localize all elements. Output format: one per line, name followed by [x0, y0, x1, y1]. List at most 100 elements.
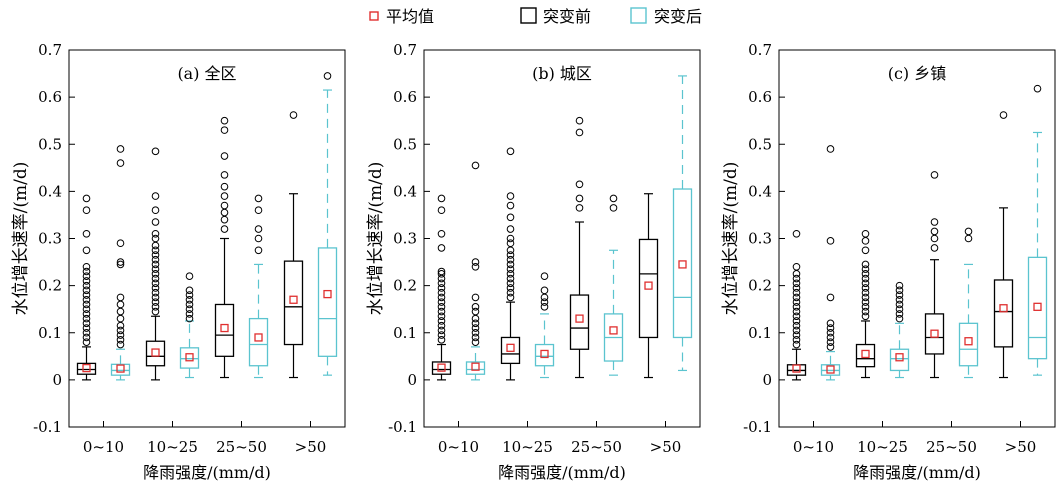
outlier-point — [609, 194, 618, 203]
outlier-point — [540, 286, 549, 295]
outlier-point — [506, 201, 515, 210]
outlier-point — [471, 333, 480, 342]
mean-marker — [116, 364, 125, 373]
mean-marker — [575, 314, 584, 323]
outlier-point — [82, 310, 91, 318]
y-tick-label: -0.1 — [33, 418, 62, 436]
outlier-point — [254, 234, 263, 243]
outlier-point — [437, 293, 446, 302]
outlier-point — [895, 305, 904, 313]
outlier-point — [792, 326, 801, 335]
iqr-box — [889, 348, 910, 372]
outlier-point — [185, 305, 194, 313]
legend-before-label: 突变前 — [543, 7, 591, 26]
outlier-point — [930, 234, 939, 243]
outlier-point — [471, 307, 480, 316]
iqr-box — [993, 279, 1014, 348]
outlier-point — [506, 255, 515, 264]
y-tick-label: 0.7 — [38, 41, 62, 59]
outlier-point — [861, 229, 870, 238]
outlier-point — [116, 336, 125, 344]
outlier-point — [254, 246, 263, 255]
outlier-point — [792, 340, 801, 349]
box-after — [820, 145, 841, 381]
outlier-point — [116, 260, 125, 269]
outlier-point — [471, 262, 480, 271]
x-tick-label: 0~10 — [83, 438, 124, 456]
x-tick-label: 25~50 — [216, 438, 267, 456]
outlier-point — [116, 321, 125, 330]
outlier-point — [185, 286, 194, 295]
y-tick-label: 0 — [52, 371, 62, 389]
iqr-box — [465, 361, 486, 375]
outlier-point — [82, 291, 91, 299]
mean-marker — [323, 289, 332, 299]
outlier-point — [289, 111, 298, 119]
outlier-point — [1033, 84, 1042, 93]
iqr-box — [214, 303, 235, 357]
box-after — [465, 161, 486, 381]
y-axis-label: 水位增长速率/(m/d) — [721, 162, 741, 316]
legend-mean-marker — [369, 11, 379, 21]
outlier-point — [220, 126, 229, 134]
outlier-point — [185, 314, 194, 323]
x-tick-label: 0~10 — [438, 438, 479, 456]
outlier-point — [151, 260, 160, 269]
y-tick-label: 0.1 — [748, 324, 772, 342]
box-before — [638, 193, 659, 379]
outlier-point — [999, 111, 1008, 119]
outlier-point — [82, 206, 91, 215]
outlier-point — [220, 201, 229, 210]
x-tick-label: >50 — [650, 438, 682, 456]
box-before — [214, 116, 235, 379]
legend-mean-label: 平均值 — [386, 7, 434, 26]
outlier-point — [826, 319, 835, 328]
outlier-point — [861, 288, 870, 297]
outlier-point — [506, 213, 515, 222]
outlier-point — [895, 291, 904, 299]
box-before — [569, 116, 590, 379]
box-after — [672, 75, 693, 372]
outlier-point — [151, 293, 160, 302]
outlier-point — [792, 331, 801, 339]
x-axis-label: 降雨强度/(mm/d) — [853, 463, 981, 482]
outlier-point — [506, 234, 515, 243]
y-tick-label: -0.1 — [743, 418, 772, 436]
outlier-point — [506, 260, 515, 269]
outlier-point — [220, 182, 229, 191]
iqr-box — [110, 363, 131, 376]
outlier-point — [151, 274, 160, 283]
outlier-point — [116, 326, 125, 335]
outlier-point — [506, 147, 515, 156]
outlier-point — [82, 338, 91, 346]
iqr-box — [431, 361, 452, 375]
outlier-point — [792, 293, 801, 302]
outlier-point — [792, 321, 801, 330]
outlier-point — [437, 279, 446, 288]
outlier-point — [895, 281, 904, 290]
y-tick-label: -0.1 — [388, 418, 417, 436]
outlier-point — [254, 206, 263, 215]
y-tick-label: 0.3 — [38, 230, 62, 248]
mean-marker — [506, 343, 515, 352]
outlier-point — [575, 204, 584, 212]
y-tick-label: 0.7 — [393, 41, 417, 59]
outlier-point — [861, 303, 870, 311]
y-axis-label: 水位增长速率/(m/d) — [11, 162, 31, 316]
y-tick-label: 0 — [762, 371, 772, 389]
y-tick-label: 0.5 — [38, 135, 62, 153]
outlier-point — [437, 317, 446, 325]
outlier-point — [437, 267, 446, 276]
y-tick-label: 0.5 — [748, 135, 772, 153]
outlier-point — [792, 270, 801, 278]
outlier-point — [82, 262, 91, 271]
plot-frame — [778, 49, 1056, 428]
panel-title: (b) 城区 — [532, 64, 592, 83]
outlier-point — [826, 237, 835, 245]
iqr-box — [76, 362, 97, 375]
box-after — [317, 72, 338, 376]
outlier-point — [609, 204, 618, 212]
y-tick-label: 0.3 — [393, 230, 417, 248]
y-tick-label: 0.6 — [748, 88, 772, 106]
iqr-box — [500, 336, 521, 365]
